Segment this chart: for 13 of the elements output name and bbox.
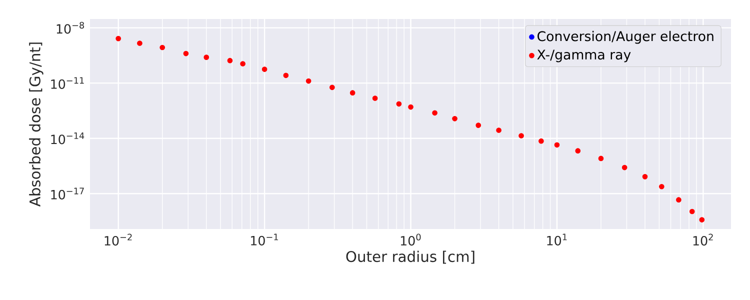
x-tick-label: 10$^{−1}$: [251, 234, 278, 246]
y-tick-label: 10$^{−8}$: [56, 22, 84, 34]
x-tick-label: 10$^{1}$: [547, 234, 567, 246]
y-tick-label: 10$^{−17}$: [51, 188, 84, 200]
x-axis-title: Outer radius [cm]: [346, 250, 474, 264]
y-tick-label: 10$^{−11}$: [51, 77, 84, 89]
legend-label: Conversion/Auger electron: [538, 30, 714, 44]
x-tick-label: 10$^{−2}$: [104, 234, 132, 246]
y-tick-label: 10$^{−14}$: [51, 132, 84, 144]
y-axis-title: Absorbed dose [Gy/nt]: [29, 42, 44, 207]
x-tick-label: 10$^{2}$: [693, 234, 713, 246]
x-tick-label: 10$^{0}$: [400, 234, 421, 246]
legend-label: X-/gamma ray: [537, 50, 631, 62]
